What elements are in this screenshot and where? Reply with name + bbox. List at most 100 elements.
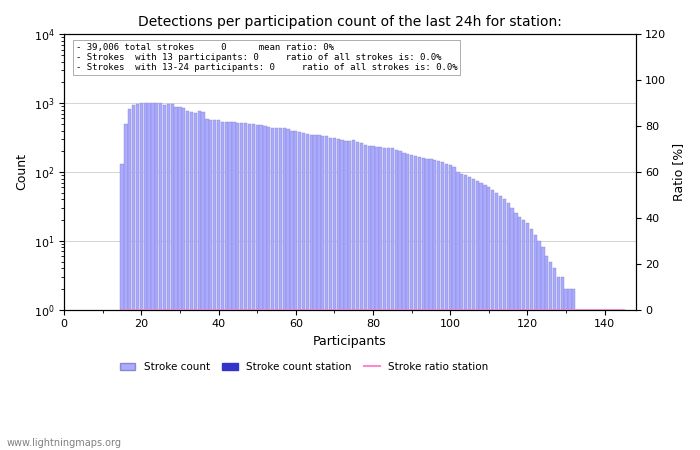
Bar (140, 103, 143, 450)
Bar (472, 179, 475, 450)
Bar (468, 177, 471, 450)
Bar (398, 151, 402, 450)
Bar (220, 122, 224, 450)
Bar (372, 146, 375, 450)
Bar (356, 142, 359, 450)
Bar (182, 108, 186, 450)
Bar (174, 107, 178, 450)
Bar (178, 107, 181, 450)
Bar (444, 164, 448, 450)
Bar (252, 125, 255, 450)
Bar (464, 175, 468, 450)
Bar (491, 190, 494, 450)
Bar (228, 122, 232, 450)
Bar (441, 162, 444, 450)
Bar (391, 148, 394, 450)
Bar (302, 133, 305, 450)
Bar (375, 147, 379, 450)
Y-axis label: Count: Count (15, 153, 28, 190)
Bar (263, 126, 267, 450)
Bar (599, 310, 603, 450)
Text: - 39,006 total strokes     0      mean ratio: 0%
- Strokes  with 13 participants: - 39,006 total strokes 0 mean ratio: 0% … (76, 43, 457, 72)
Bar (294, 131, 298, 450)
Bar (232, 122, 236, 450)
Bar (452, 166, 456, 450)
Bar (309, 135, 313, 450)
Bar (576, 310, 580, 450)
Bar (267, 127, 270, 450)
Bar (487, 187, 491, 450)
Bar (124, 124, 127, 450)
Bar (584, 310, 587, 450)
Bar (395, 150, 398, 450)
Bar (321, 136, 325, 450)
Bar (332, 138, 336, 450)
Bar (197, 111, 201, 450)
Bar (406, 154, 410, 450)
Bar (213, 120, 216, 450)
Bar (480, 183, 483, 450)
X-axis label: Participants: Participants (313, 335, 386, 348)
Y-axis label: Ratio [%]: Ratio [%] (672, 143, 685, 201)
Bar (260, 125, 262, 450)
Bar (155, 104, 158, 450)
Bar (526, 223, 529, 450)
Title: Detections per participation count of the last 24h for station:: Detections per participation count of th… (138, 15, 562, 29)
Bar (607, 310, 610, 450)
Bar (167, 104, 170, 450)
Bar (564, 289, 568, 450)
Bar (120, 164, 124, 450)
Bar (279, 128, 282, 450)
Bar (503, 199, 506, 450)
Bar (507, 203, 510, 450)
Bar (151, 103, 155, 450)
Bar (271, 128, 274, 450)
Bar (530, 229, 533, 450)
Bar (136, 104, 139, 450)
Bar (132, 105, 135, 450)
Bar (418, 157, 421, 450)
Bar (587, 310, 591, 450)
Bar (286, 129, 290, 450)
Bar (402, 153, 405, 450)
Bar (314, 135, 316, 450)
Legend: Stroke count, Stroke count station, Stroke ratio station: Stroke count, Stroke count station, Stro… (116, 358, 493, 376)
Bar (568, 289, 572, 450)
Bar (202, 112, 204, 450)
Bar (128, 109, 132, 450)
Bar (460, 174, 463, 450)
Bar (352, 140, 356, 450)
Bar (538, 241, 540, 450)
Bar (340, 140, 344, 450)
Bar (595, 310, 598, 450)
Bar (325, 136, 328, 450)
Bar (190, 112, 193, 450)
Bar (148, 104, 150, 450)
Bar (414, 156, 417, 450)
Bar (549, 261, 552, 450)
Bar (248, 124, 251, 450)
Bar (244, 123, 247, 450)
Bar (495, 193, 498, 450)
Bar (240, 123, 244, 450)
Bar (368, 146, 371, 450)
Bar (553, 268, 556, 450)
Bar (348, 141, 351, 450)
Bar (225, 122, 228, 450)
Bar (144, 104, 147, 450)
Bar (329, 138, 332, 450)
Bar (205, 119, 209, 450)
Bar (186, 111, 189, 450)
Bar (499, 196, 502, 450)
Bar (256, 125, 259, 450)
Bar (514, 213, 517, 450)
Bar (561, 277, 564, 450)
Bar (622, 310, 626, 450)
Bar (592, 310, 595, 450)
Bar (298, 132, 301, 450)
Bar (522, 220, 525, 450)
Bar (449, 165, 452, 450)
Bar (337, 139, 340, 450)
Bar (194, 112, 197, 450)
Bar (283, 128, 286, 450)
